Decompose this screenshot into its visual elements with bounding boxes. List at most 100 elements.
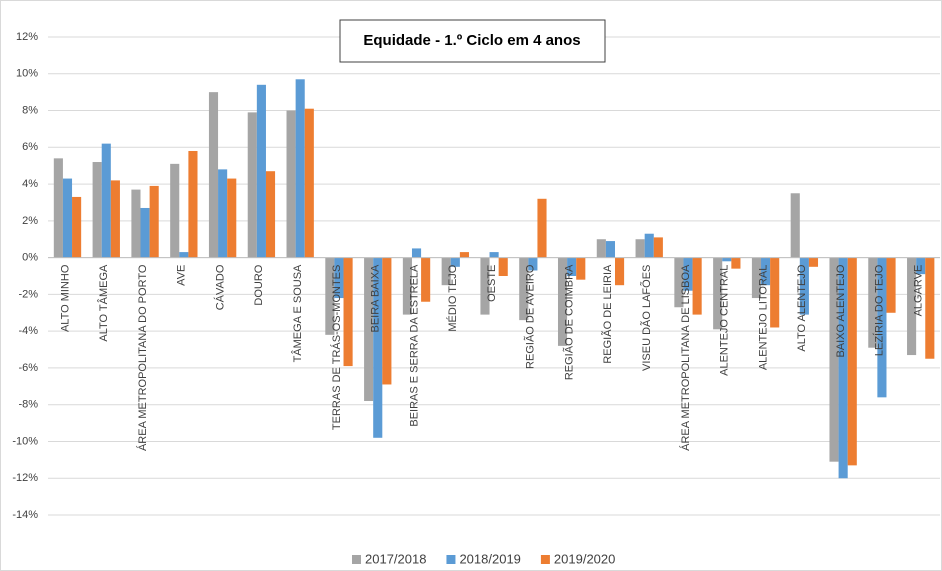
- x-tick-label: ALENTEJO CENTRAL: [719, 265, 731, 376]
- x-tick-label: ALTO MINHO: [59, 264, 71, 332]
- bar: [674, 257, 684, 308]
- bar: [53, 158, 63, 258]
- bar: [450, 257, 460, 267]
- bar: [131, 189, 141, 258]
- bar: [829, 257, 839, 462]
- bar: [334, 257, 344, 299]
- bar: [188, 150, 198, 258]
- bar: [208, 92, 219, 258]
- bar: [364, 257, 374, 402]
- x-tick-label: LEZÍRIA DO TEJO: [873, 264, 886, 356]
- bar: [295, 79, 305, 258]
- y-tick-label: 4%: [22, 178, 38, 190]
- bar: [286, 110, 296, 258]
- x-tick-label: REGIÃO DE COIMBRA: [562, 264, 575, 380]
- bar: [799, 257, 809, 315]
- x-tick-label: AVE: [176, 265, 188, 286]
- bar: [480, 257, 490, 315]
- bar: [557, 257, 568, 346]
- x-tick-label: REGIÃO DE AVEIRO: [524, 264, 537, 369]
- bar: [411, 248, 422, 258]
- bar: [459, 252, 469, 258]
- x-tick-label: TÂMEGA E SOUSA: [291, 264, 304, 362]
- bar: [868, 257, 878, 348]
- x-tick-label: BEIRA BAIXA: [370, 264, 382, 333]
- x-tick-label: VISEU DÃO LAFÕES: [640, 265, 653, 371]
- bar: [925, 257, 935, 359]
- bar: [247, 112, 257, 258]
- x-tick-label: OESTE: [486, 265, 498, 302]
- bar: [256, 84, 266, 258]
- legend-label: 2018/2019: [459, 551, 520, 566]
- bar: [373, 257, 383, 438]
- title-box: [339, 19, 606, 63]
- x-tick-label: DOURO: [253, 264, 265, 305]
- x-tick-label: BEIRAS E SERRA DA ESTRELA: [408, 264, 420, 427]
- bar: [101, 143, 111, 258]
- bar: [847, 257, 857, 466]
- bar: [644, 233, 654, 258]
- bar: [265, 171, 276, 258]
- bar: [635, 239, 645, 258]
- bar: [653, 237, 663, 258]
- bar: [838, 257, 848, 479]
- x-tick-label: ALTO ALENTEJO: [796, 264, 808, 351]
- legend-swatch: [446, 555, 456, 564]
- bar: [761, 257, 771, 286]
- x-tick-label: TERRAS DE TRÁS-OS-MONTES: [330, 265, 343, 430]
- bar: [886, 257, 896, 313]
- y-tick-label: 2%: [22, 215, 38, 227]
- bar: [92, 162, 102, 258]
- bar: [790, 193, 800, 258]
- x-tick-label: ALGARVE: [913, 265, 925, 317]
- bar: [325, 257, 335, 335]
- y-tick-label: -4%: [18, 325, 38, 337]
- bar: [149, 185, 159, 258]
- bar: [421, 257, 431, 302]
- bar: [140, 207, 150, 258]
- bar: [110, 180, 120, 258]
- bar: [304, 108, 314, 258]
- bar: [489, 252, 499, 258]
- x-tick-label: MÉDIO TEJO: [446, 264, 459, 331]
- x-tick-label: ÁREA METROPOLITANA DO PORTO: [136, 264, 149, 451]
- y-tick-label: -2%: [18, 288, 38, 300]
- bar: [770, 257, 780, 328]
- x-tick-label: REGIÃO DE LEIRIA: [601, 264, 614, 364]
- bar: [576, 257, 586, 280]
- bar: [343, 257, 353, 367]
- bar: [751, 257, 762, 299]
- bar: [441, 257, 451, 286]
- bar: [218, 169, 228, 258]
- bar: [170, 163, 180, 258]
- bar: [567, 257, 577, 276]
- bar: [877, 257, 887, 398]
- x-tick-label: ALENTEJO LITORAL: [757, 265, 769, 371]
- bar: [596, 239, 606, 258]
- bar: [808, 257, 819, 267]
- y-tick-label: -10%: [12, 435, 38, 447]
- legend-swatch: [540, 555, 550, 564]
- bar: [605, 241, 616, 258]
- bar: [402, 257, 412, 315]
- y-tick-label: -12%: [12, 472, 38, 484]
- x-tick-label: CÁVADO: [213, 264, 226, 310]
- bar: [528, 257, 538, 271]
- bar: [692, 257, 702, 315]
- bar: [615, 257, 625, 286]
- legend-label: 2017/2018: [365, 551, 426, 566]
- y-tick-label: 0%: [22, 252, 38, 264]
- bar: [916, 257, 926, 275]
- bar: [382, 257, 392, 385]
- bar: [227, 178, 237, 258]
- bar: [498, 257, 508, 276]
- y-tick-label: 8%: [22, 104, 38, 116]
- y-tick-label: -6%: [18, 362, 38, 374]
- x-tick-label: ALTO TÂMEGA: [97, 264, 110, 342]
- bar: [72, 196, 82, 258]
- x-tick-label: BAIXO ALENTEJO: [835, 264, 847, 357]
- bar: [62, 178, 73, 258]
- bar: [537, 198, 547, 258]
- bar: [722, 257, 732, 262]
